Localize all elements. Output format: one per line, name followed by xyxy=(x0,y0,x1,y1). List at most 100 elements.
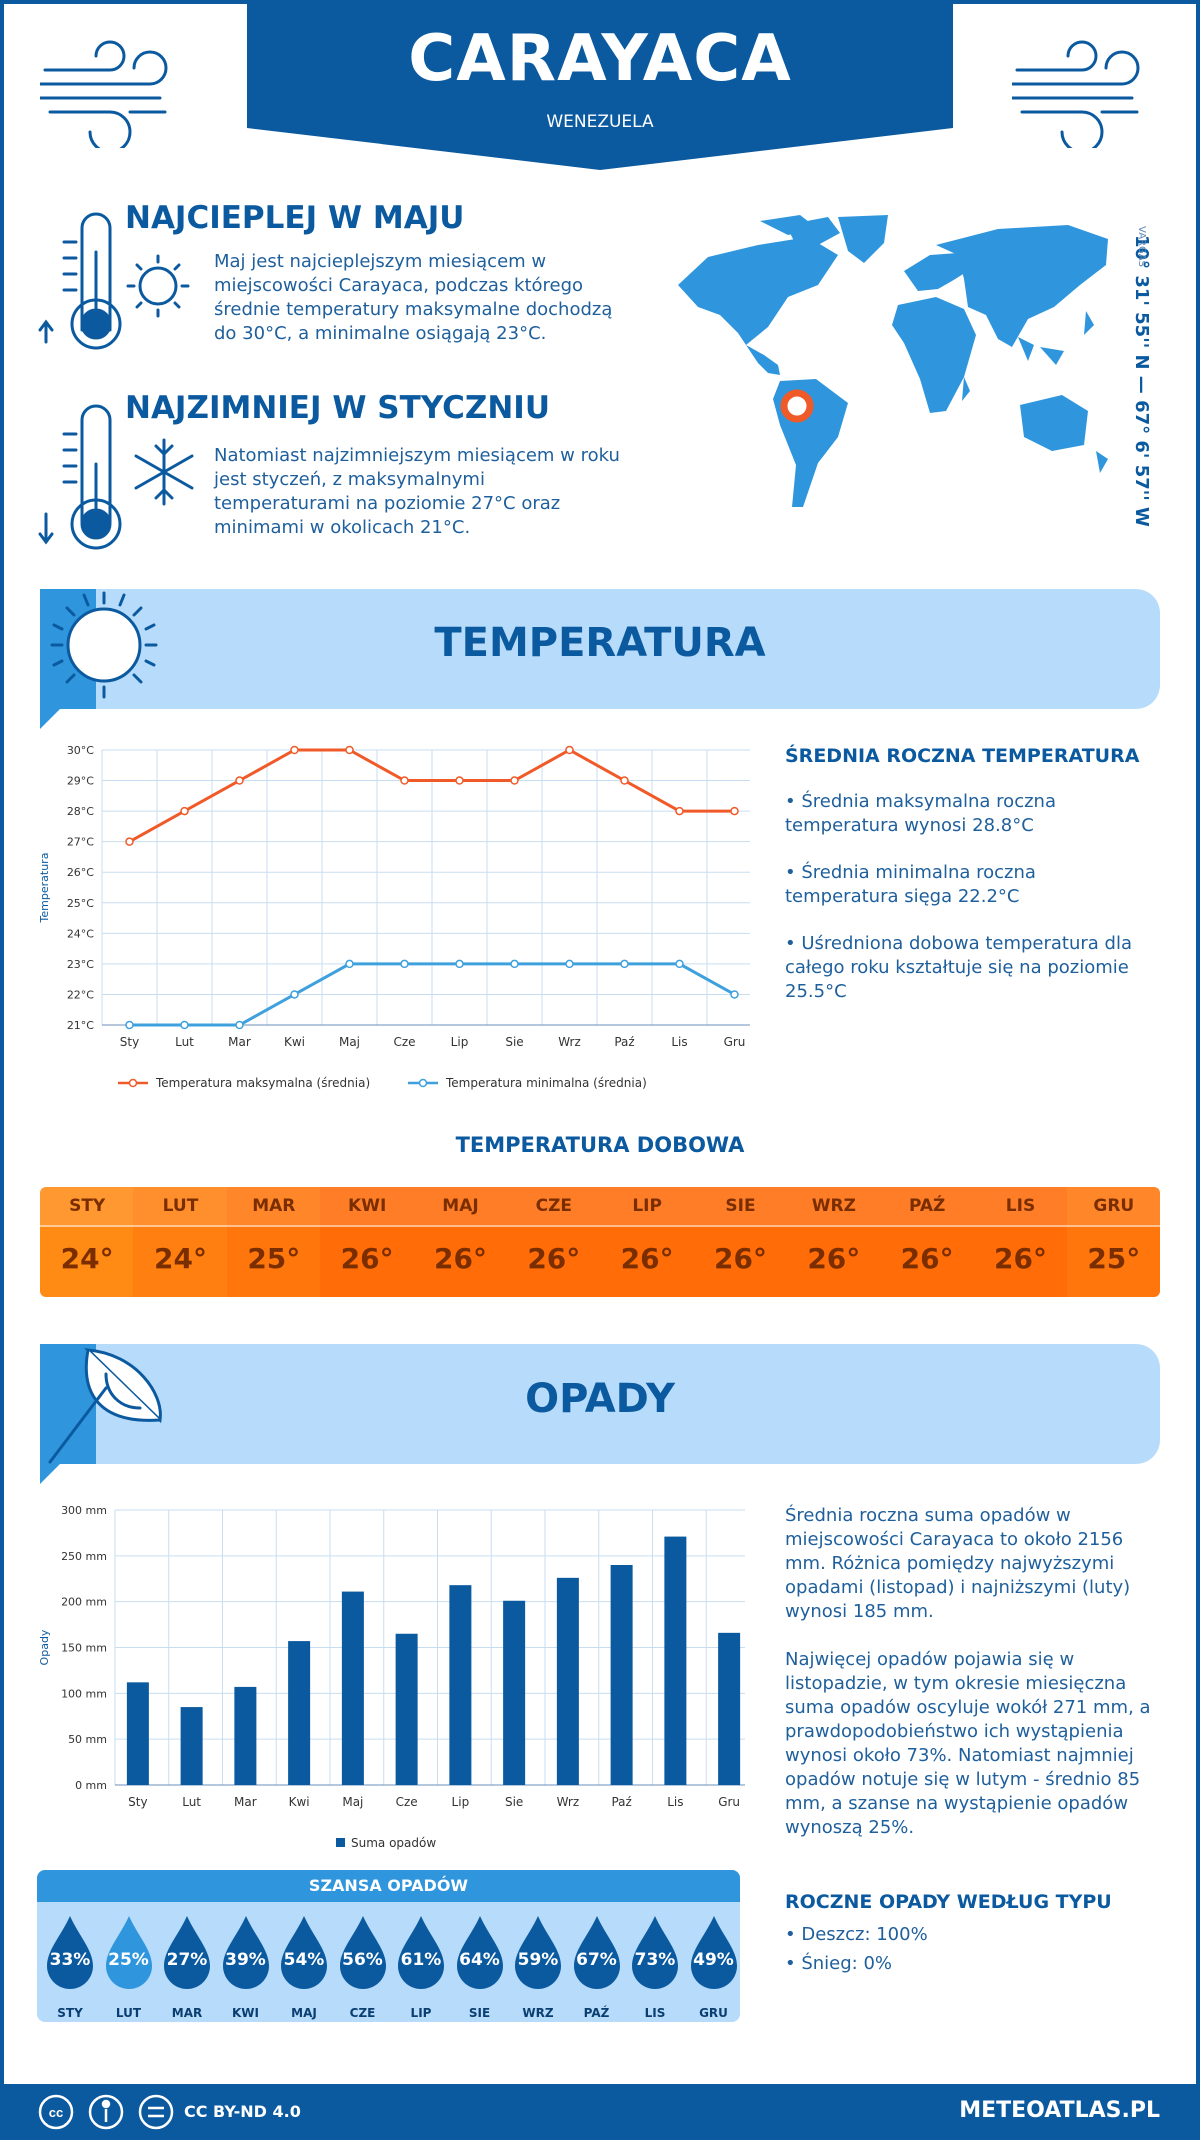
chance-month: WRZ xyxy=(522,2006,554,2020)
data-point xyxy=(180,806,189,816)
x-tick-label: Lis xyxy=(671,1035,687,1049)
chance-value: 27% xyxy=(166,1950,208,1970)
chance-value: 56% xyxy=(342,1950,383,1970)
data-point xyxy=(345,745,354,755)
chance-value: 67% xyxy=(576,1950,617,1970)
sun-icon xyxy=(40,589,158,729)
data-point xyxy=(510,776,519,785)
raindrop-icon xyxy=(281,1916,327,1989)
data-point xyxy=(235,1020,244,1030)
daily-temp-month: STY xyxy=(40,1187,135,1225)
daily-temp-cell: CZE 26° xyxy=(506,1187,601,1297)
x-tick-label: Lip xyxy=(452,1795,470,1809)
x-tick-label: Cze xyxy=(396,1795,418,1809)
temp-bullet-3: • Uśredniona dobowa temperatura dla całe… xyxy=(785,933,1133,1002)
daily-temp-cell: WRZ 26° xyxy=(786,1187,881,1297)
chance-month: STY xyxy=(57,2006,83,2020)
coldest-heading: NAJZIMNIEJ W STYCZNIU xyxy=(125,390,550,426)
daily-temp-value: 24° xyxy=(154,1242,207,1275)
y-tick-label: 25°C xyxy=(67,897,94,910)
raindrop-icon xyxy=(222,1916,269,1989)
y-tick-label: 300 mm xyxy=(61,1504,107,1517)
data-point xyxy=(675,806,684,816)
x-tick-label: Cze xyxy=(393,1035,415,1049)
raindrop-icon xyxy=(47,1916,93,1989)
chance-value: 64% xyxy=(459,1950,500,1970)
x-tick-label: Lut xyxy=(175,1035,194,1049)
warmest-text: Maj jest najcieplejszym miesiącem w miej… xyxy=(214,251,613,344)
raindrop-icon xyxy=(164,1916,210,1989)
data-point xyxy=(345,959,354,969)
raindrop-icon xyxy=(690,1916,737,1989)
precip-para-2: Najwięcej opadów pojawia się w listopadz… xyxy=(785,1649,1151,1838)
svg-text:cc: cc xyxy=(49,2105,63,2120)
x-tick-label: Maj xyxy=(342,1795,363,1809)
bar xyxy=(556,1577,579,1785)
coords-text: 10° 31' 55'' N — 67° 6' 57'' W xyxy=(1131,235,1152,527)
daily-temp-cell: SIE 26° xyxy=(693,1187,788,1297)
x-tick-label: Kwi xyxy=(289,1795,310,1809)
precip-type-snow: • Śnieg: 0% xyxy=(785,1953,893,1974)
data-point xyxy=(400,776,409,785)
daily-temp-cell: LIP 26° xyxy=(600,1187,695,1297)
precip-title: OPADY xyxy=(525,1376,675,1422)
chance-month: CZE xyxy=(349,2006,376,2020)
x-tick-label: Kwi xyxy=(284,1035,305,1049)
precip-chance-panel: SZANSA OPADÓW 33% STY 25% LUT 27% MAR 39% KWI 54… xyxy=(37,1870,740,2022)
bar xyxy=(180,1707,203,1785)
daily-temp-value: 26° xyxy=(434,1242,487,1275)
footer: cc CC BY-ND 4.0 METEOATLAS.PL xyxy=(0,2084,1200,2140)
bar xyxy=(449,1585,472,1785)
daily-temp-month: LIS xyxy=(973,1187,1068,1225)
chance-month: GRU xyxy=(699,2006,728,2020)
thermometer-hot-icon xyxy=(38,212,190,350)
data-point xyxy=(565,959,574,969)
daily-temp-value: 24° xyxy=(60,1242,114,1275)
daily-temp-value: 25° xyxy=(247,1242,301,1275)
precip-type-rain: • Deszcz: 100% xyxy=(785,1924,928,1945)
chance-month: LIP xyxy=(410,2006,432,2020)
temperature-chart: 21°C 22°C 23°C 24°C 25°C 26°C 27°C 28°C 29°C 30°C… xyxy=(38,744,750,1090)
data-point xyxy=(675,959,684,969)
x-tick-label: Sie xyxy=(505,1035,523,1049)
data-point xyxy=(620,959,629,969)
daily-temp-value: 26° xyxy=(527,1242,581,1275)
raindrop-icon xyxy=(632,1916,678,1989)
chance-month: SIE xyxy=(468,2006,491,2020)
y-tick-label: 100 mm xyxy=(61,1687,107,1700)
chance-value: 61% xyxy=(400,1950,442,1970)
site-link[interactable]: METEOATLAS.PL xyxy=(959,2098,1160,2123)
daily-temp-month: KWI xyxy=(320,1187,415,1225)
precip-para-1: Średnia roczna suma opadów w miejscowośc… xyxy=(785,1505,1131,1622)
daily-temp-value: 26° xyxy=(900,1242,954,1275)
temp-bullet-2: • Średnia minimalna roczna temperatura s… xyxy=(785,862,1036,907)
bar xyxy=(718,1632,741,1785)
daily-temp-month: MAR xyxy=(226,1187,321,1225)
x-tick-label: Lis xyxy=(667,1795,683,1809)
legend-label: Temperatura maksymalna (średnia) xyxy=(155,1076,370,1090)
chance-month: LUT xyxy=(115,2006,142,2020)
daily-temp-table: STY 24° LUT 24° MAR 25° KWI 26° MAJ 26° CZE 26° LIP 2… xyxy=(40,1187,1160,1297)
chance-month: MAJ xyxy=(291,2006,317,2020)
chance-drop: 61% LIP xyxy=(396,1914,446,2020)
coldest-text: Natomiast najzimniejszym miesiącem w rok… xyxy=(214,445,620,538)
chance-value: 59% xyxy=(517,1950,559,1970)
y-tick-label: 26°C xyxy=(67,866,94,879)
data-point xyxy=(730,990,739,999)
y-tick-label: 21°C xyxy=(67,1019,94,1032)
bar xyxy=(395,1633,418,1785)
raindrop-icon xyxy=(398,1916,444,1989)
y-tick-label: 50 mm xyxy=(68,1733,107,1746)
temperature-title: TEMPERATURA xyxy=(434,620,766,666)
bar xyxy=(610,1565,633,1785)
bar xyxy=(664,1536,687,1785)
daily-temp-cell: LIS 26° xyxy=(973,1187,1068,1297)
raindrop-icon xyxy=(515,1916,561,1989)
x-tick-label: Mar xyxy=(228,1035,251,1049)
y-tick-label: 22°C xyxy=(67,988,94,1001)
data-point xyxy=(400,959,409,969)
x-tick-label: Lip xyxy=(451,1035,469,1049)
x-tick-label: Wrz xyxy=(558,1035,581,1049)
bar xyxy=(288,1641,311,1785)
data-point xyxy=(290,990,299,999)
